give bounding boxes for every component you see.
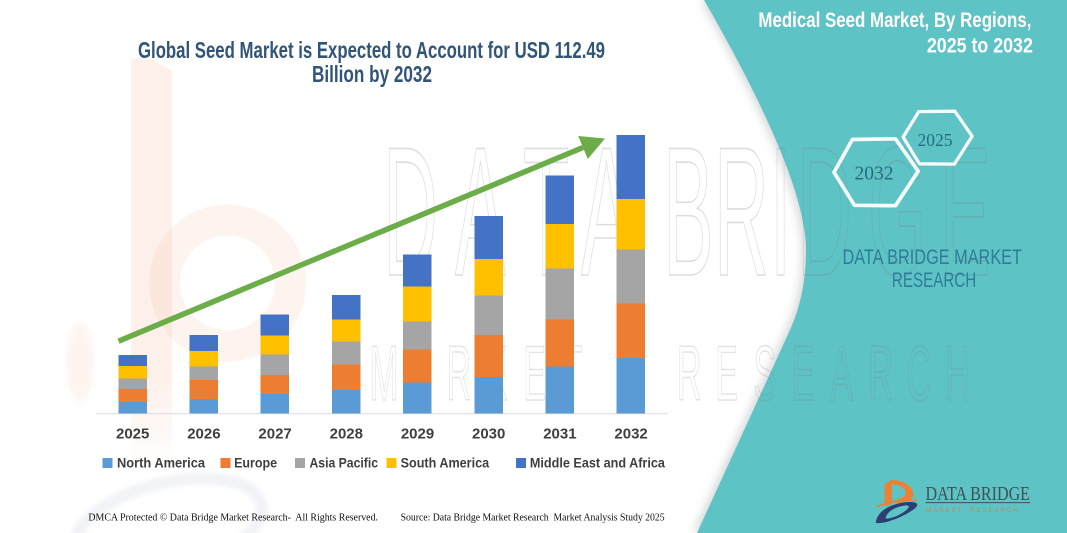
svg-text:2031: 2031 — [543, 426, 576, 443]
svg-text:2028: 2028 — [330, 426, 363, 443]
svg-text:Europe: Europe — [234, 455, 277, 471]
svg-text:2029: 2029 — [401, 426, 434, 443]
svg-text:Middle East and Africa: Middle East and Africa — [530, 455, 665, 471]
svg-text:2026: 2026 — [187, 426, 220, 443]
svg-text:DATA BRIDGE: DATA BRIDGE — [926, 483, 1031, 505]
svg-text:DATA BRIDGE MARKET: DATA BRIDGE MARKET — [843, 246, 1023, 269]
svg-text:2025 to 2032: 2025 to 2032 — [927, 35, 1033, 58]
svg-text:MARKET RESEARCH: MARKET RESEARCH — [926, 507, 1018, 514]
svg-text:Source: Data Bridge Market Res: Source: Data Bridge Market Research Mark… — [401, 513, 665, 524]
svg-text:DMCA Protected © Data Bridge M: DMCA Protected © Data Bridge Market Rese… — [88, 513, 378, 524]
svg-text:2032: 2032 — [855, 164, 894, 185]
svg-text:2027: 2027 — [258, 426, 291, 443]
svg-text:2025: 2025 — [918, 130, 953, 150]
svg-text:Asia Pacific: Asia Pacific — [310, 455, 379, 471]
svg-text:Billion by 2032: Billion by 2032 — [312, 61, 432, 87]
svg-text:North America: North America — [117, 455, 205, 471]
svg-text:Medical Seed Market, By Region: Medical Seed Market, By Regions, — [758, 9, 1031, 32]
svg-text:Global Seed Market is Expected: Global Seed Market is Expected to Accoun… — [138, 37, 605, 63]
svg-text:South America: South America — [401, 455, 490, 471]
svg-text:2030: 2030 — [472, 426, 505, 443]
svg-text:2032: 2032 — [614, 426, 647, 443]
svg-text:RESEARCH: RESEARCH — [892, 269, 976, 292]
svg-text:2025: 2025 — [116, 426, 149, 443]
